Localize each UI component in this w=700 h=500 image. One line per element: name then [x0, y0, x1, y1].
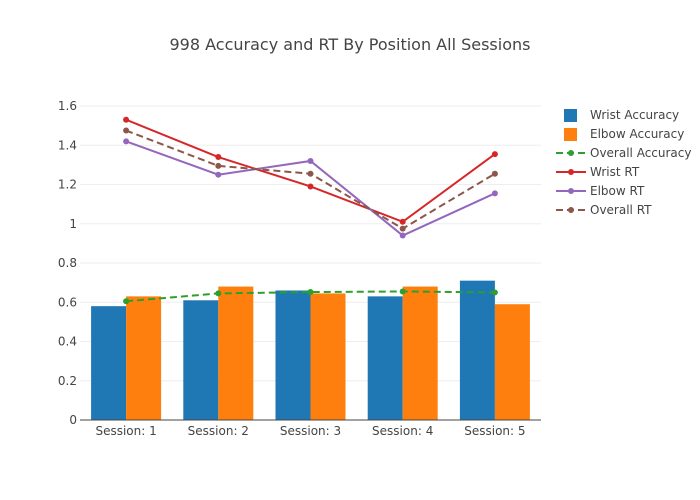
bar-wrist-accuracy — [91, 306, 127, 420]
x-tick-label: Session: 5 — [464, 424, 525, 438]
legend-item-elbow-rt[interactable]: Elbow RT — [556, 184, 645, 198]
legend-swatch — [564, 109, 577, 122]
y-tick-label: 0.4 — [58, 335, 77, 349]
line-series — [123, 116, 498, 305]
x-tick-label: Session: 4 — [372, 424, 433, 438]
point-wrist-rt — [399, 218, 406, 225]
legend-item-overall-rt[interactable]: Overall RT — [556, 203, 652, 217]
bar-series — [91, 280, 530, 420]
legend-label: Wrist RT — [590, 165, 640, 179]
legend-marker — [568, 207, 574, 213]
y-tick-label: 0.6 — [58, 295, 77, 309]
point-elbow-rt — [307, 157, 314, 164]
y-axis: 0 0.2 0.4 0.6 0.8 1 1.2 1.4 1.6 — [58, 99, 77, 427]
x-tick-label: Session: 1 — [95, 424, 156, 438]
point-elbow-rt — [399, 232, 406, 239]
legend-label: Overall Accuracy — [590, 146, 691, 160]
point-elbow-rt — [491, 190, 498, 197]
legend-label: Elbow RT — [590, 184, 645, 198]
point-overall-accuracy — [491, 289, 498, 296]
point-overall-accuracy — [123, 298, 130, 305]
x-tick-label: Session: 2 — [188, 424, 249, 438]
point-elbow-rt — [123, 138, 130, 145]
point-overall-rt — [123, 127, 130, 134]
legend-item-wrist-accuracy[interactable]: Wrist Accuracy — [564, 108, 679, 122]
point-overall-rt — [215, 162, 222, 169]
bar-elbow-accuracy — [310, 293, 346, 420]
bar-wrist-accuracy — [459, 280, 495, 420]
point-overall-rt — [307, 170, 314, 177]
point-overall-accuracy — [307, 289, 314, 296]
legend-swatch — [564, 128, 577, 141]
y-tick-label: 1.6 — [58, 99, 77, 113]
line-overall-accuracy — [126, 290, 495, 303]
point-overall-accuracy — [215, 290, 222, 297]
y-tick-label: 0.8 — [58, 256, 77, 270]
point-wrist-rt — [215, 154, 222, 161]
bar-elbow-accuracy — [494, 304, 530, 420]
legend-label: Overall RT — [590, 203, 652, 217]
bar-wrist-accuracy — [183, 300, 219, 420]
point-elbow-rt — [215, 171, 222, 178]
legend[interactable]: Wrist Accuracy Elbow Accuracy Overall Accu… — [556, 108, 691, 217]
y-tick-label: 1.2 — [58, 178, 77, 192]
legend-marker — [568, 169, 574, 175]
point-overall-accuracy — [399, 288, 406, 295]
bar-wrist-accuracy — [275, 290, 311, 420]
bar-wrist-accuracy — [367, 296, 403, 420]
point-overall-rt — [399, 225, 406, 232]
legend-marker — [568, 150, 574, 156]
y-tick-label: 1.4 — [58, 138, 77, 152]
point-wrist-rt — [123, 116, 130, 123]
point-wrist-rt — [307, 183, 314, 190]
legend-item-overall-accuracy[interactable]: Overall Accuracy — [556, 146, 691, 160]
legend-label: Elbow Accuracy — [590, 127, 684, 141]
legend-marker — [568, 188, 574, 194]
legend-item-wrist-rt[interactable]: Wrist RT — [556, 165, 640, 179]
y-tick-label: 0.2 — [58, 374, 77, 388]
x-axis: Session: 1 Session: 2 Session: 3 Session: 4… — [80, 419, 541, 438]
x-tick-label: Session: 3 — [280, 424, 341, 438]
point-overall-rt — [491, 170, 498, 177]
bar-elbow-accuracy — [126, 296, 162, 420]
bar-elbow-accuracy — [402, 286, 438, 420]
legend-item-elbow-accuracy[interactable]: Elbow Accuracy — [564, 127, 684, 141]
y-tick-label: 1 — [69, 217, 77, 231]
point-wrist-rt — [491, 151, 498, 158]
chart-title: 998 Accuracy and RT By Position All Sess… — [170, 35, 531, 54]
legend-label: Wrist Accuracy — [590, 108, 679, 122]
bar-elbow-accuracy — [218, 286, 254, 420]
y-tick-label: 0 — [69, 413, 77, 427]
